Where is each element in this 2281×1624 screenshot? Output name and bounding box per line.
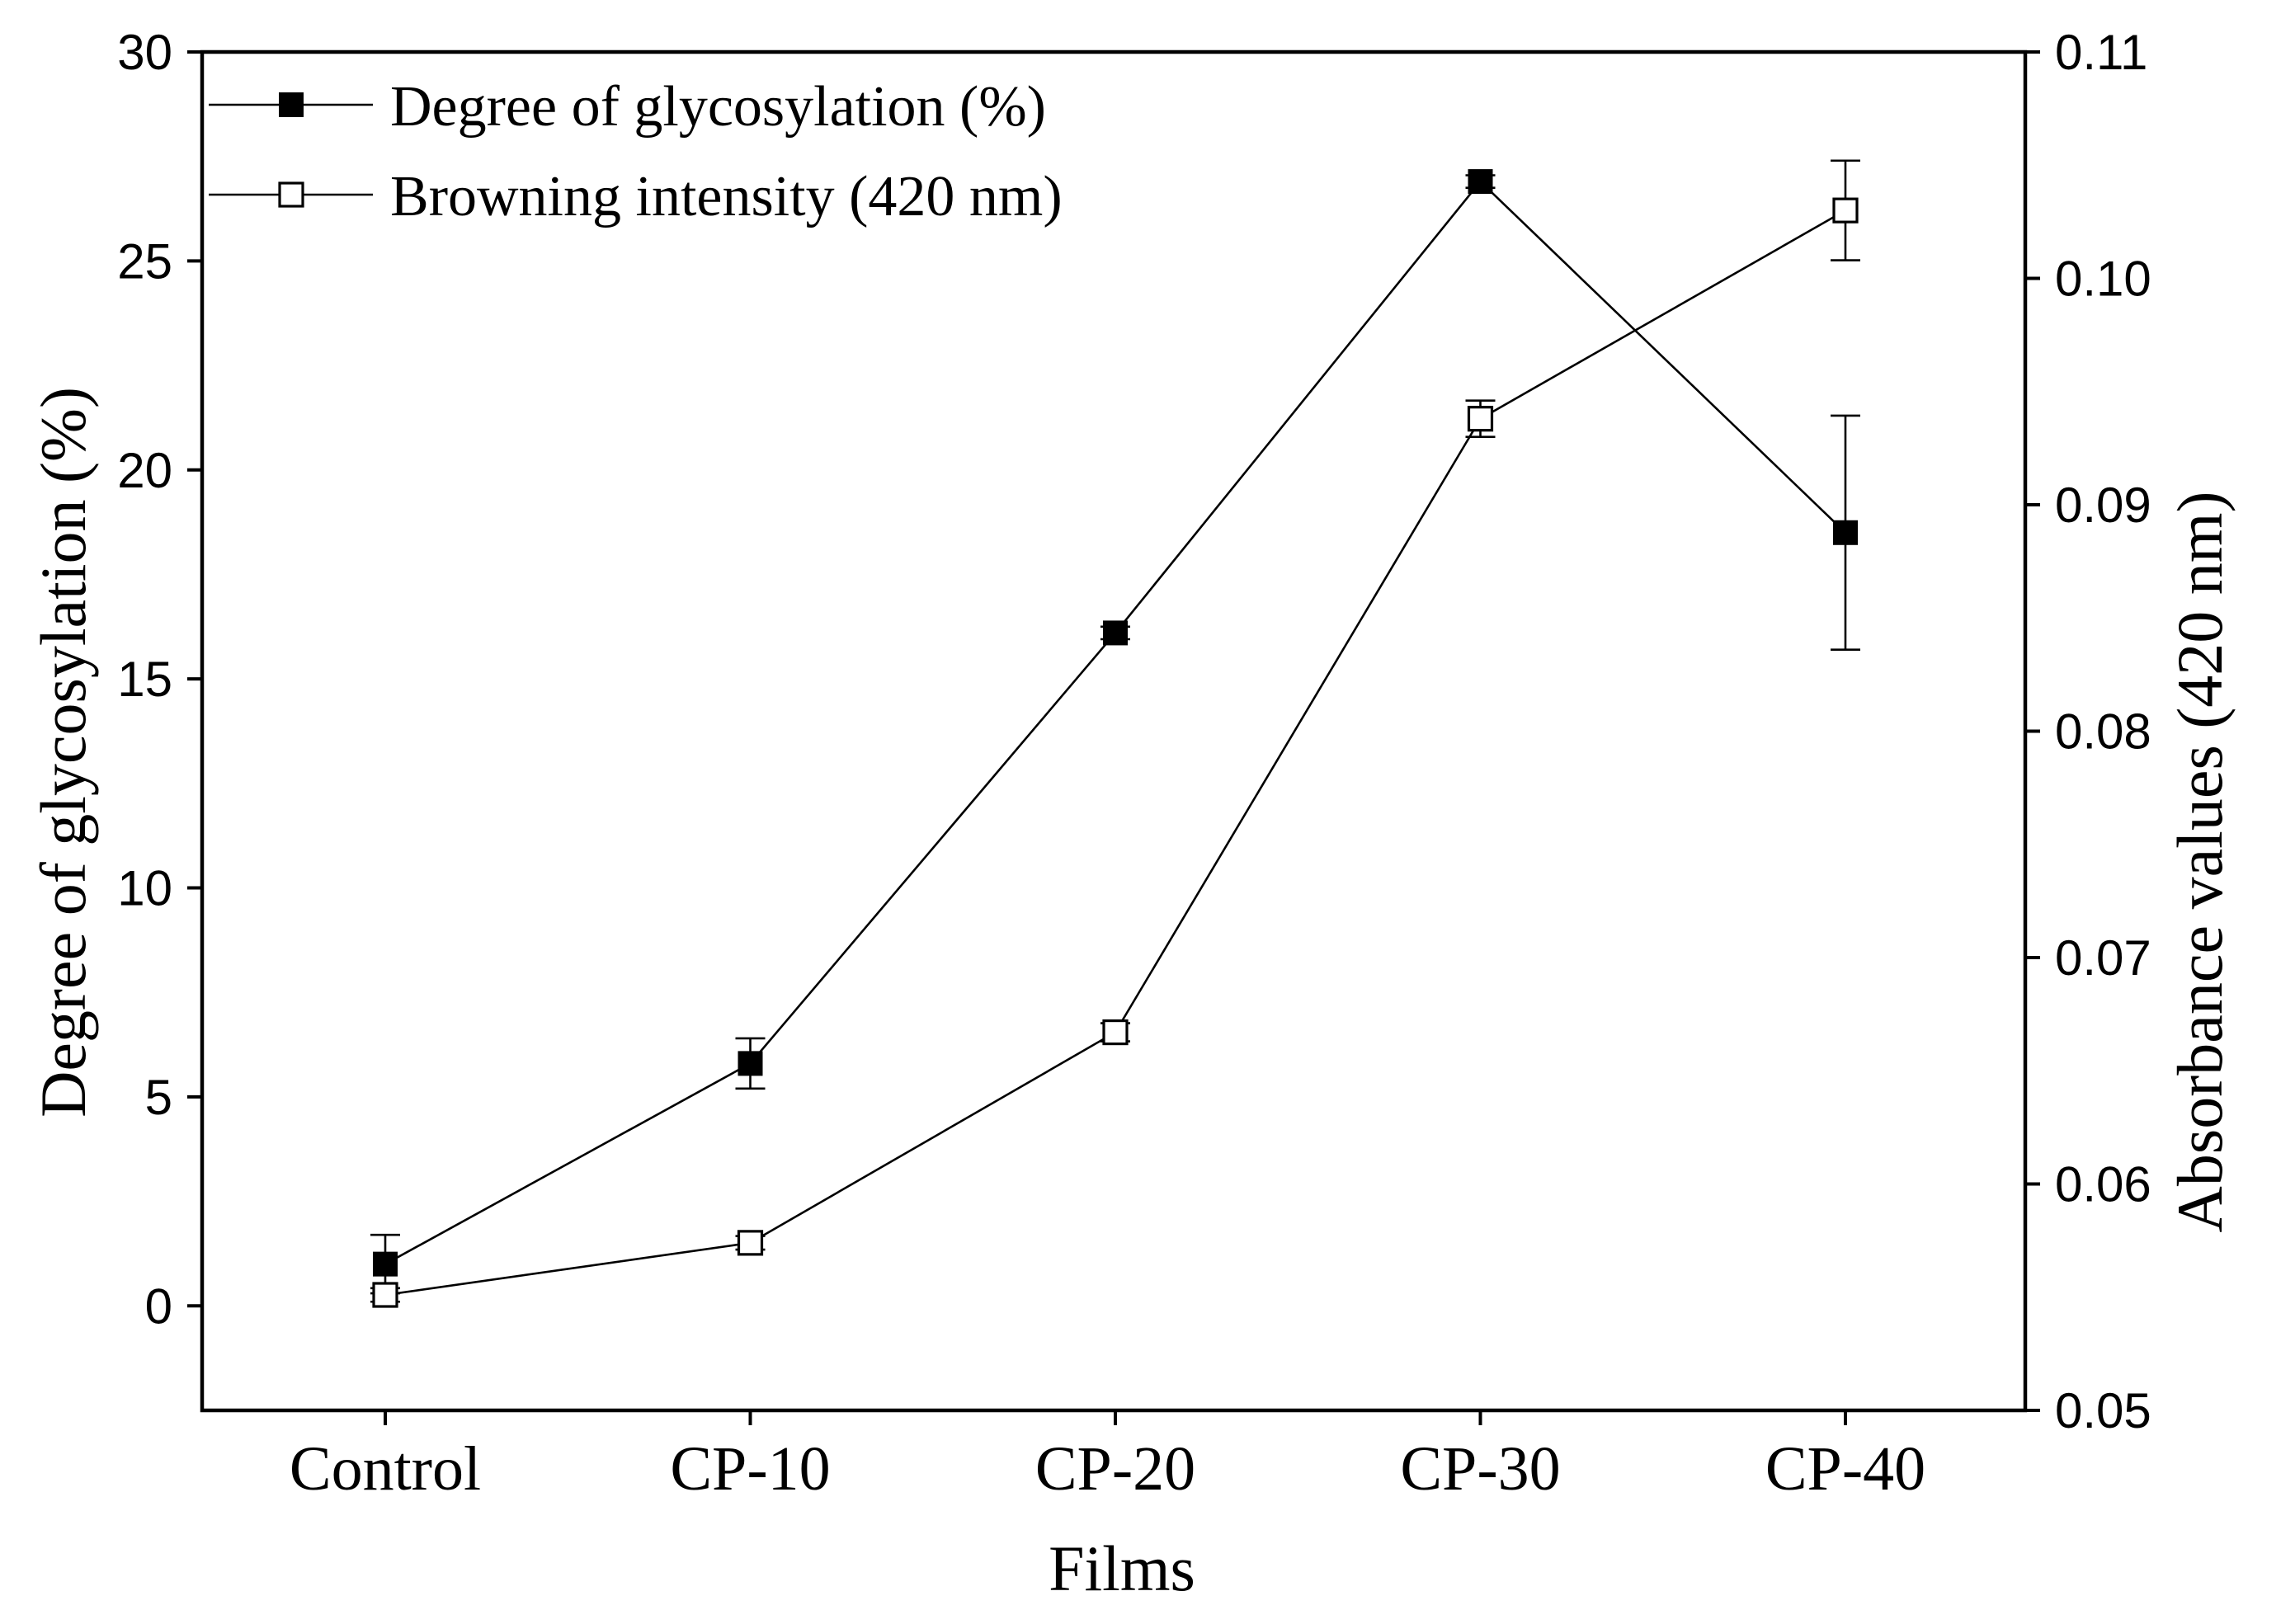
right-y-tick-label: 0.06 <box>2055 1157 2151 1212</box>
x-tick-label: CP-10 <box>670 1434 830 1504</box>
data-point <box>1468 169 1493 195</box>
right-y-tick-label: 0.08 <box>2055 704 2151 760</box>
data-point <box>1832 197 1859 224</box>
left-y-tick-label: 30 <box>117 25 172 80</box>
x-tick-label: CP-40 <box>1765 1434 1925 1504</box>
legend-marker-browning <box>278 181 304 208</box>
data-point <box>1833 520 1858 545</box>
right-y-tick-label: 0.05 <box>2055 1383 2151 1438</box>
data-point <box>1102 1019 1129 1046</box>
right-y-axis-ticks: 0.05 0.06 0.07 0.08 0.09 0.10 0.11 <box>2025 25 2151 1438</box>
legend-marker-glycosylation <box>279 92 304 117</box>
legend-label-glycosylation: Degree of glycosylation (%) <box>390 75 1046 139</box>
data-point <box>1103 620 1128 646</box>
data-point <box>1467 406 1494 432</box>
data-point <box>738 1051 763 1076</box>
legend: Degree of glycosylation (%) Browning int… <box>209 75 1063 228</box>
series-line <box>384 180 1846 1265</box>
data-point <box>737 1230 764 1256</box>
left-y-tick-label: 20 <box>117 443 172 498</box>
left-y-axis-ticks: 0 5 10 15 20 25 30 <box>117 25 202 1334</box>
series-browning <box>370 159 1860 1308</box>
series-layer <box>370 159 1860 1308</box>
legend-label-browning: Browning intensity (420 nm) <box>390 165 1063 228</box>
series-line <box>384 209 1846 1297</box>
right-y-tick-label: 0.11 <box>2055 25 2147 80</box>
right-y-axis-title: Absorbance values (420 nm) <box>2164 492 2236 1233</box>
data-point <box>372 1282 398 1308</box>
x-axis-ticks: Control CP-10 CP-20 CP-30 CP-40 <box>290 1410 1925 1504</box>
left-y-tick-label: 5 <box>145 1070 172 1125</box>
x-axis-title: Films <box>1049 1532 1195 1604</box>
left-y-tick-label: 15 <box>117 652 172 707</box>
series-glycosylation <box>370 169 1860 1295</box>
plot-area-border <box>200 49 2028 1413</box>
data-point <box>373 1251 398 1277</box>
x-tick-label: CP-30 <box>1400 1434 1560 1504</box>
right-y-tick-label: 0.09 <box>2055 478 2151 533</box>
left-y-tick-label: 0 <box>145 1278 172 1334</box>
x-tick-label: CP-20 <box>1035 1434 1195 1504</box>
left-y-tick-label: 25 <box>117 233 172 289</box>
right-y-tick-label: 0.10 <box>2055 252 2151 307</box>
left-y-tick-label: 10 <box>117 861 172 916</box>
x-tick-label: Control <box>290 1434 481 1504</box>
right-y-tick-label: 0.07 <box>2055 930 2151 986</box>
plot-frame <box>200 49 2028 1413</box>
left-y-axis-title: Degree of glycosylation (%) <box>27 387 99 1118</box>
